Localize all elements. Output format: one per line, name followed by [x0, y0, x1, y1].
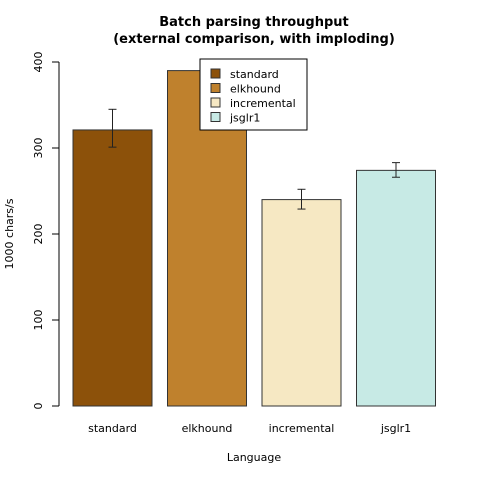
bar-incremental — [261, 199, 342, 407]
x-tick-label-standard: standard — [88, 422, 137, 435]
legend-label-incremental: incremental — [230, 97, 296, 110]
legend-swatch-standard — [210, 68, 221, 79]
y-axis-label: 1000 chars/s — [3, 198, 16, 269]
y-tick-label: 400 — [32, 52, 45, 73]
x-tick-label-elkhound: elkhound — [182, 422, 233, 435]
y-tick-label: 100 — [32, 310, 45, 331]
x-tick-labels: standard elkhound incremental jsglr1 — [88, 422, 411, 435]
x-tick-label-jsglr1: jsglr1 — [380, 422, 411, 435]
legend-swatch-jsglr1 — [210, 112, 221, 122]
bar-standard — [72, 129, 153, 407]
y-axis: 0 100 200 300 400 — [32, 52, 60, 410]
x-axis-label: Language — [227, 451, 282, 464]
legend-label-standard: standard — [230, 68, 279, 81]
x-tick-label-incremental: incremental — [269, 422, 335, 435]
legend-swatch-elkhound — [210, 83, 221, 93]
y-tick-label: 300 — [32, 138, 45, 159]
legend-label-jsglr1: jsglr1 — [229, 112, 260, 125]
bar-jsglr1 — [356, 169, 436, 407]
chart-title-line1: Batch parsing throughput — [159, 15, 349, 30]
y-tick-label: 200 — [32, 224, 45, 245]
chart-title-line2: (external comparison, with imploding) — [113, 32, 395, 47]
y-tick-label: 0 — [32, 403, 45, 410]
legend-swatch-incremental — [210, 97, 221, 108]
legend-label-elkhound: elkhound — [230, 83, 281, 96]
